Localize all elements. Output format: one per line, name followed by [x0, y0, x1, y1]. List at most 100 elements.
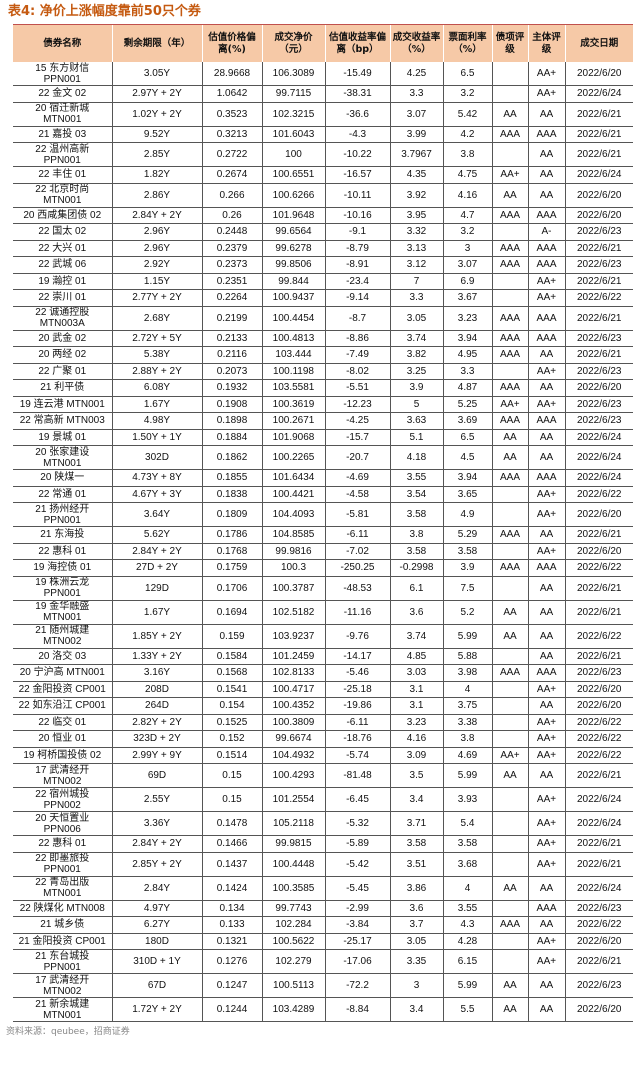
- table-cell: 100.3619: [261, 396, 325, 413]
- table-cell: 3.07: [389, 102, 443, 127]
- table-cell: 0.2133: [201, 330, 262, 347]
- table-row: 20 武金 02 2.72Y + 5Y 0.2133 100.4813 -8.86 3.7…: [13, 330, 633, 347]
- table-cell: 3.7967: [389, 142, 443, 167]
- table-cell: 103.5581: [261, 379, 325, 397]
- table-cell: 2022/6/23: [564, 412, 633, 430]
- table-row: 17 武清经开 MTN002 69D 0.15 100.4293 -81.48 3.5 5.…: [13, 763, 633, 788]
- table-cell: 0.1898: [201, 412, 262, 430]
- table-cell: 21 东海投: [13, 526, 112, 544]
- table-cell: 3.69: [442, 412, 492, 430]
- table-cell: 0.1541: [201, 681, 262, 698]
- table-cell: 21 利平债: [13, 379, 112, 397]
- table-cell: [491, 730, 528, 748]
- table-cell: 100.4448: [261, 852, 325, 877]
- table-cell: 5.99: [442, 763, 492, 788]
- table-cell: [491, 933, 528, 950]
- column-header: 估值价格偏离(%): [201, 25, 262, 62]
- table-cell: -0.2998: [389, 559, 443, 577]
- table-row: 19 株洲云龙 PPN001 129D 0.1706 100.3787 -48.53 6.…: [13, 576, 633, 601]
- table-cell: 3.99: [389, 126, 443, 143]
- table-cell: 21 金阳投资 CP001: [13, 933, 112, 950]
- table-row: 20 陕煤一 4.73Y + 8Y 0.1855 101.6434 -4.69 3.55 3…: [13, 469, 633, 487]
- table-cell: 102.5182: [261, 600, 325, 625]
- table-cell: 0.1706: [201, 576, 262, 601]
- table-cell: 22 青岛出版 MTN001: [13, 876, 112, 901]
- table-cell: 129D: [111, 576, 202, 601]
- table-cell: -72.2: [324, 973, 390, 998]
- table-cell: 264D: [111, 697, 202, 715]
- table-cell: -17.06: [324, 949, 390, 974]
- table-cell: 100.6551: [261, 166, 325, 184]
- table-cell: AA: [527, 624, 565, 649]
- table-cell: AA: [527, 429, 565, 446]
- table-cell: AAA: [491, 412, 528, 430]
- table-cell: 3.6: [389, 900, 443, 917]
- table-cell: 3.74: [389, 624, 443, 649]
- table-cell: -5.81: [324, 502, 390, 527]
- table-cell: 4: [442, 681, 492, 698]
- table-cell: [491, 289, 528, 307]
- table-cell: AA: [527, 526, 565, 544]
- table-cell: 3.58: [442, 543, 492, 560]
- source-note: 资料来源：qeubee，招商证券: [6, 1027, 130, 1037]
- table-cell: 6.1: [389, 576, 443, 601]
- table-cell: 20 陕煤一: [13, 469, 112, 487]
- table-cell: -5.32: [324, 811, 390, 836]
- table-cell: 2.97Y + 2Y: [111, 85, 202, 103]
- table-cell: 2.88Y + 2Y: [111, 363, 202, 380]
- column-header: 成交净价（元）: [261, 25, 325, 62]
- table-cell: 3.4: [389, 997, 443, 1022]
- table-cell: 22 常高新 MTN003: [13, 412, 112, 430]
- table-cell: 3.09: [389, 747, 443, 764]
- table-cell: 2022/6/23: [564, 330, 633, 347]
- table-cell: 208D: [111, 681, 202, 698]
- table-cell: 3.3: [389, 289, 443, 307]
- table-cell: 2.85Y + 2Y: [111, 852, 202, 877]
- table-cell: AA+: [527, 543, 565, 560]
- table-cell: -20.7: [324, 445, 390, 470]
- table-row: 22 惠科 01 2.84Y + 2Y 0.1768 99.9816 -7.02 3.58…: [13, 543, 633, 560]
- table-cell: 2022/6/21: [564, 240, 633, 257]
- table-cell: 3.63: [389, 412, 443, 430]
- table-cell: 3.03: [389, 664, 443, 682]
- table-cell: -4.25: [324, 412, 390, 430]
- table-cell: 5.4: [442, 811, 492, 836]
- column-header: 估值收益率偏离（bp）: [324, 25, 390, 62]
- table-cell: AA: [491, 445, 528, 470]
- table-cell: 102.8133: [261, 664, 325, 682]
- table-cell: 1.72Y + 2Y: [111, 997, 202, 1022]
- table-row: 22 北京时尚 MTN001 2.86Y 0.266 100.6266 -10.11 3.…: [13, 183, 633, 208]
- table-cell: 4: [442, 876, 492, 901]
- table-row: 22 金文 02 2.97Y + 2Y 1.0642 99.7115 -38.31 3.3…: [13, 85, 633, 103]
- table-cell: 0.3523: [201, 102, 262, 127]
- table-cell: 101.9068: [261, 429, 325, 446]
- table-cell: 2.84Y + 2Y: [111, 835, 202, 853]
- table-cell: 0.15: [201, 763, 262, 788]
- column-header: 票面利率（%）: [442, 25, 492, 62]
- table-row: 22 广聚 01 2.88Y + 2Y 0.2073 100.1198 -8.02 3.2…: [13, 363, 633, 380]
- table-row: 22 丰住 01 1.82Y 0.2674 100.6551 -16.57 4.35 4.7…: [13, 166, 633, 184]
- table-cell: 2022/6/20: [564, 697, 633, 715]
- table-row: 21 利平债 6.08Y 0.1932 103.5581 -5.51 3.9 4.87 AAA…: [13, 379, 633, 397]
- table-cell: 3.8: [442, 730, 492, 748]
- table-cell: AAA: [527, 330, 565, 347]
- table-cell: AA: [527, 346, 565, 364]
- table-cell: 0.1855: [201, 469, 262, 487]
- table-cell: 3.13: [389, 240, 443, 257]
- table-cell: 2022/6/21: [564, 273, 633, 290]
- table-cell: AA+: [527, 852, 565, 877]
- table-row: 21 嘉投 03 9.52Y 0.3213 101.6043 -4.3 3.99 4.2 AA…: [13, 126, 633, 143]
- table-cell: 0.1321: [201, 933, 262, 950]
- table-cell: 0.1466: [201, 835, 262, 853]
- table-cell: 0.1862: [201, 445, 262, 470]
- table-cell: -38.31: [324, 85, 390, 103]
- table-cell: 3.65: [442, 486, 492, 503]
- table-cell: 3.16Y: [111, 664, 202, 682]
- table-cell: 21 扬州经开 PPN001: [13, 502, 112, 527]
- table-cell: 27D + 2Y: [111, 559, 202, 577]
- table-cell: 103.4289: [261, 997, 325, 1022]
- table-cell: 3.51: [389, 852, 443, 877]
- table-cell: 17 武清经开 MTN002: [13, 763, 112, 788]
- table-cell: -25.18: [324, 681, 390, 698]
- table-cell: 3.93: [442, 787, 492, 812]
